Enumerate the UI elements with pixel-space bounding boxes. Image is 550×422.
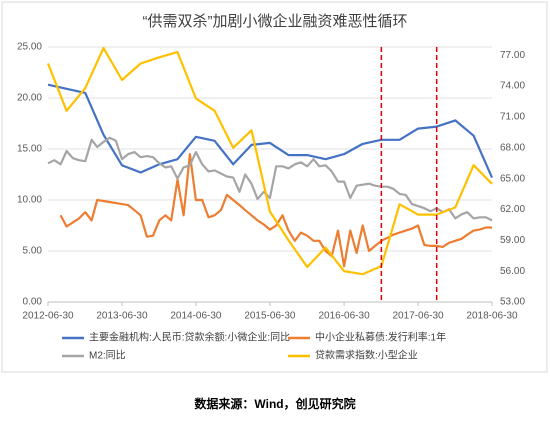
y-tick-label: 20.00	[17, 93, 42, 104]
y-tick-label: 25.00	[17, 42, 42, 53]
y-tick-label: 5.00	[23, 246, 43, 257]
x-tick-label: 2018-06-30	[466, 311, 518, 322]
y-tick-label: 15.00	[17, 144, 42, 155]
x-tick-label: 2012-06-30	[22, 311, 74, 322]
caption: 数据来源：Wind，创见研究院	[194, 396, 355, 411]
y2-tick-label: 62.00	[500, 204, 525, 215]
legend-label: 主要金融机构:人民币:贷款余额:小微企业:同比	[89, 331, 290, 344]
y2-tick-label: 71.00	[500, 112, 525, 123]
x-tick-label: 2015-06-30	[244, 311, 296, 322]
series-line	[59, 153, 492, 268]
y-tick-label: 10.00	[17, 195, 42, 206]
y2-tick-label: 59.00	[500, 235, 525, 246]
legend-label: 贷款需求指数:小型企业	[315, 349, 418, 362]
series-line	[47, 136, 493, 222]
y2-tick-label: 68.00	[500, 142, 525, 153]
y-tick-label: 0.00	[23, 297, 43, 308]
y2-tick-label: 74.00	[500, 81, 525, 92]
legend-label: M2:同比	[89, 350, 126, 362]
legend-label: 中小企业私募债:发行利率:1年	[315, 331, 446, 344]
chart-frame	[1, 1, 548, 373]
y2-tick-label: 77.00	[500, 50, 525, 61]
y2-tick-label: 53.00	[500, 297, 525, 308]
chart-title: “供需双杀”加剧小微企业融资难恶性循环	[143, 12, 408, 30]
series-line	[47, 83, 494, 179]
y2-tick-label: 56.00	[500, 266, 525, 277]
x-tick-label: 2014-06-30	[170, 311, 222, 322]
x-tick-label: 2013-06-30	[96, 311, 148, 322]
y2-tick-label: 65.00	[500, 173, 525, 184]
series-line	[46, 46, 493, 276]
x-tick-label: 2017-06-30	[392, 311, 444, 322]
x-tick-label: 2016-06-30	[318, 311, 370, 322]
